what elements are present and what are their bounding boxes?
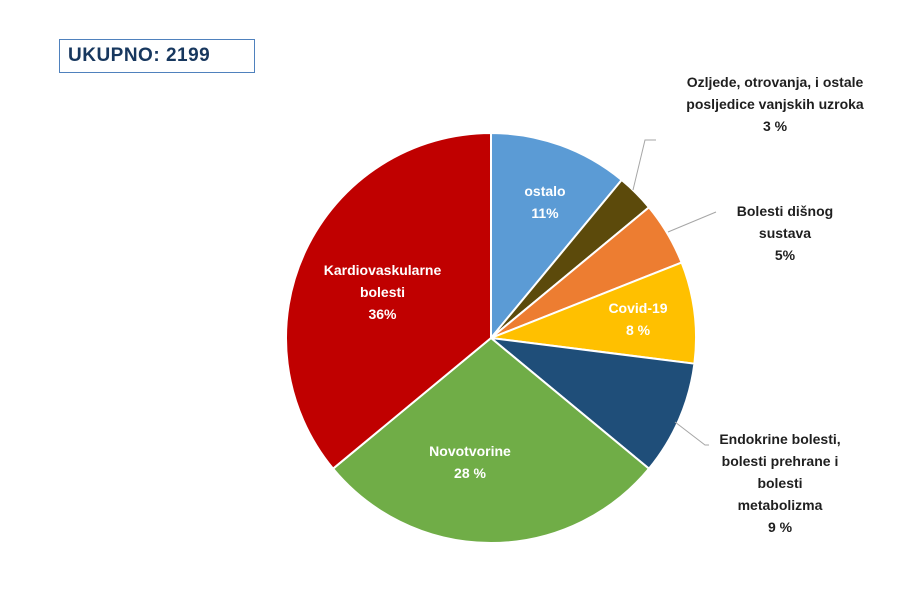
label-kardio: Kardiovaskularne bolesti 36% bbox=[300, 259, 465, 325]
label-ozljede-line1: Ozljede, otrovanja, i ostale bbox=[686, 74, 864, 90]
label-covid: Covid-19 8 % bbox=[588, 297, 688, 341]
label-disni: Bolesti dišnog sustava 5% bbox=[710, 200, 860, 266]
pie-slice-0 bbox=[490, 131, 624, 341]
label-kardio-line2: bolesti bbox=[359, 284, 406, 300]
label-endokrine-line1: Endokrine bolesti, bbox=[719, 431, 841, 447]
label-covid-name: Covid-19 bbox=[608, 300, 668, 316]
pie-slice-3 bbox=[490, 261, 697, 365]
label-ostalo-pct: 11% bbox=[531, 205, 559, 221]
label-ostalo-name: ostalo bbox=[524, 183, 566, 199]
total-count-box: UKUPNO: 2199 bbox=[59, 39, 255, 73]
label-novotvorine-pct: 28 % bbox=[454, 465, 486, 481]
pie-slice-5 bbox=[331, 336, 651, 544]
label-endokrine: Endokrine bolesti, bolesti prehrane i bo… bbox=[700, 428, 860, 538]
label-covid-pct: 8 % bbox=[625, 322, 651, 338]
leader-line-endokrine bbox=[674, 421, 709, 446]
pie-slice-6 bbox=[284, 131, 492, 471]
leader-line-ozljede bbox=[632, 139, 656, 191]
label-kardio-pct: 36% bbox=[368, 306, 397, 322]
label-endokrine-pct: 9 % bbox=[767, 519, 793, 535]
label-ozljede-pct: 3 % bbox=[762, 118, 788, 134]
label-novotvorine: Novotvorine 28 % bbox=[395, 440, 545, 484]
leader-line-disni bbox=[667, 211, 717, 233]
label-disni-line2: sustava bbox=[758, 225, 812, 241]
label-kardio-line1: Kardiovaskularne bbox=[323, 262, 442, 278]
label-endokrine-line3: bolesti bbox=[757, 475, 803, 491]
label-endokrine-line4: metabolizma bbox=[737, 497, 823, 513]
pie-slice-4 bbox=[487, 336, 696, 471]
label-novotvorine-name: Novotvorine bbox=[429, 443, 511, 459]
label-ozljede-line2: posljedice vanjskih uzroka bbox=[686, 96, 864, 112]
label-disni-line1: Bolesti dišnog bbox=[736, 203, 834, 219]
label-endokrine-line2: bolesti prehrane i bbox=[721, 453, 839, 469]
label-disni-pct: 5% bbox=[774, 247, 796, 263]
label-ostalo: ostalo 11% bbox=[500, 180, 590, 224]
label-ozljede: Ozljede, otrovanja, i ostale posljedice … bbox=[650, 71, 900, 137]
